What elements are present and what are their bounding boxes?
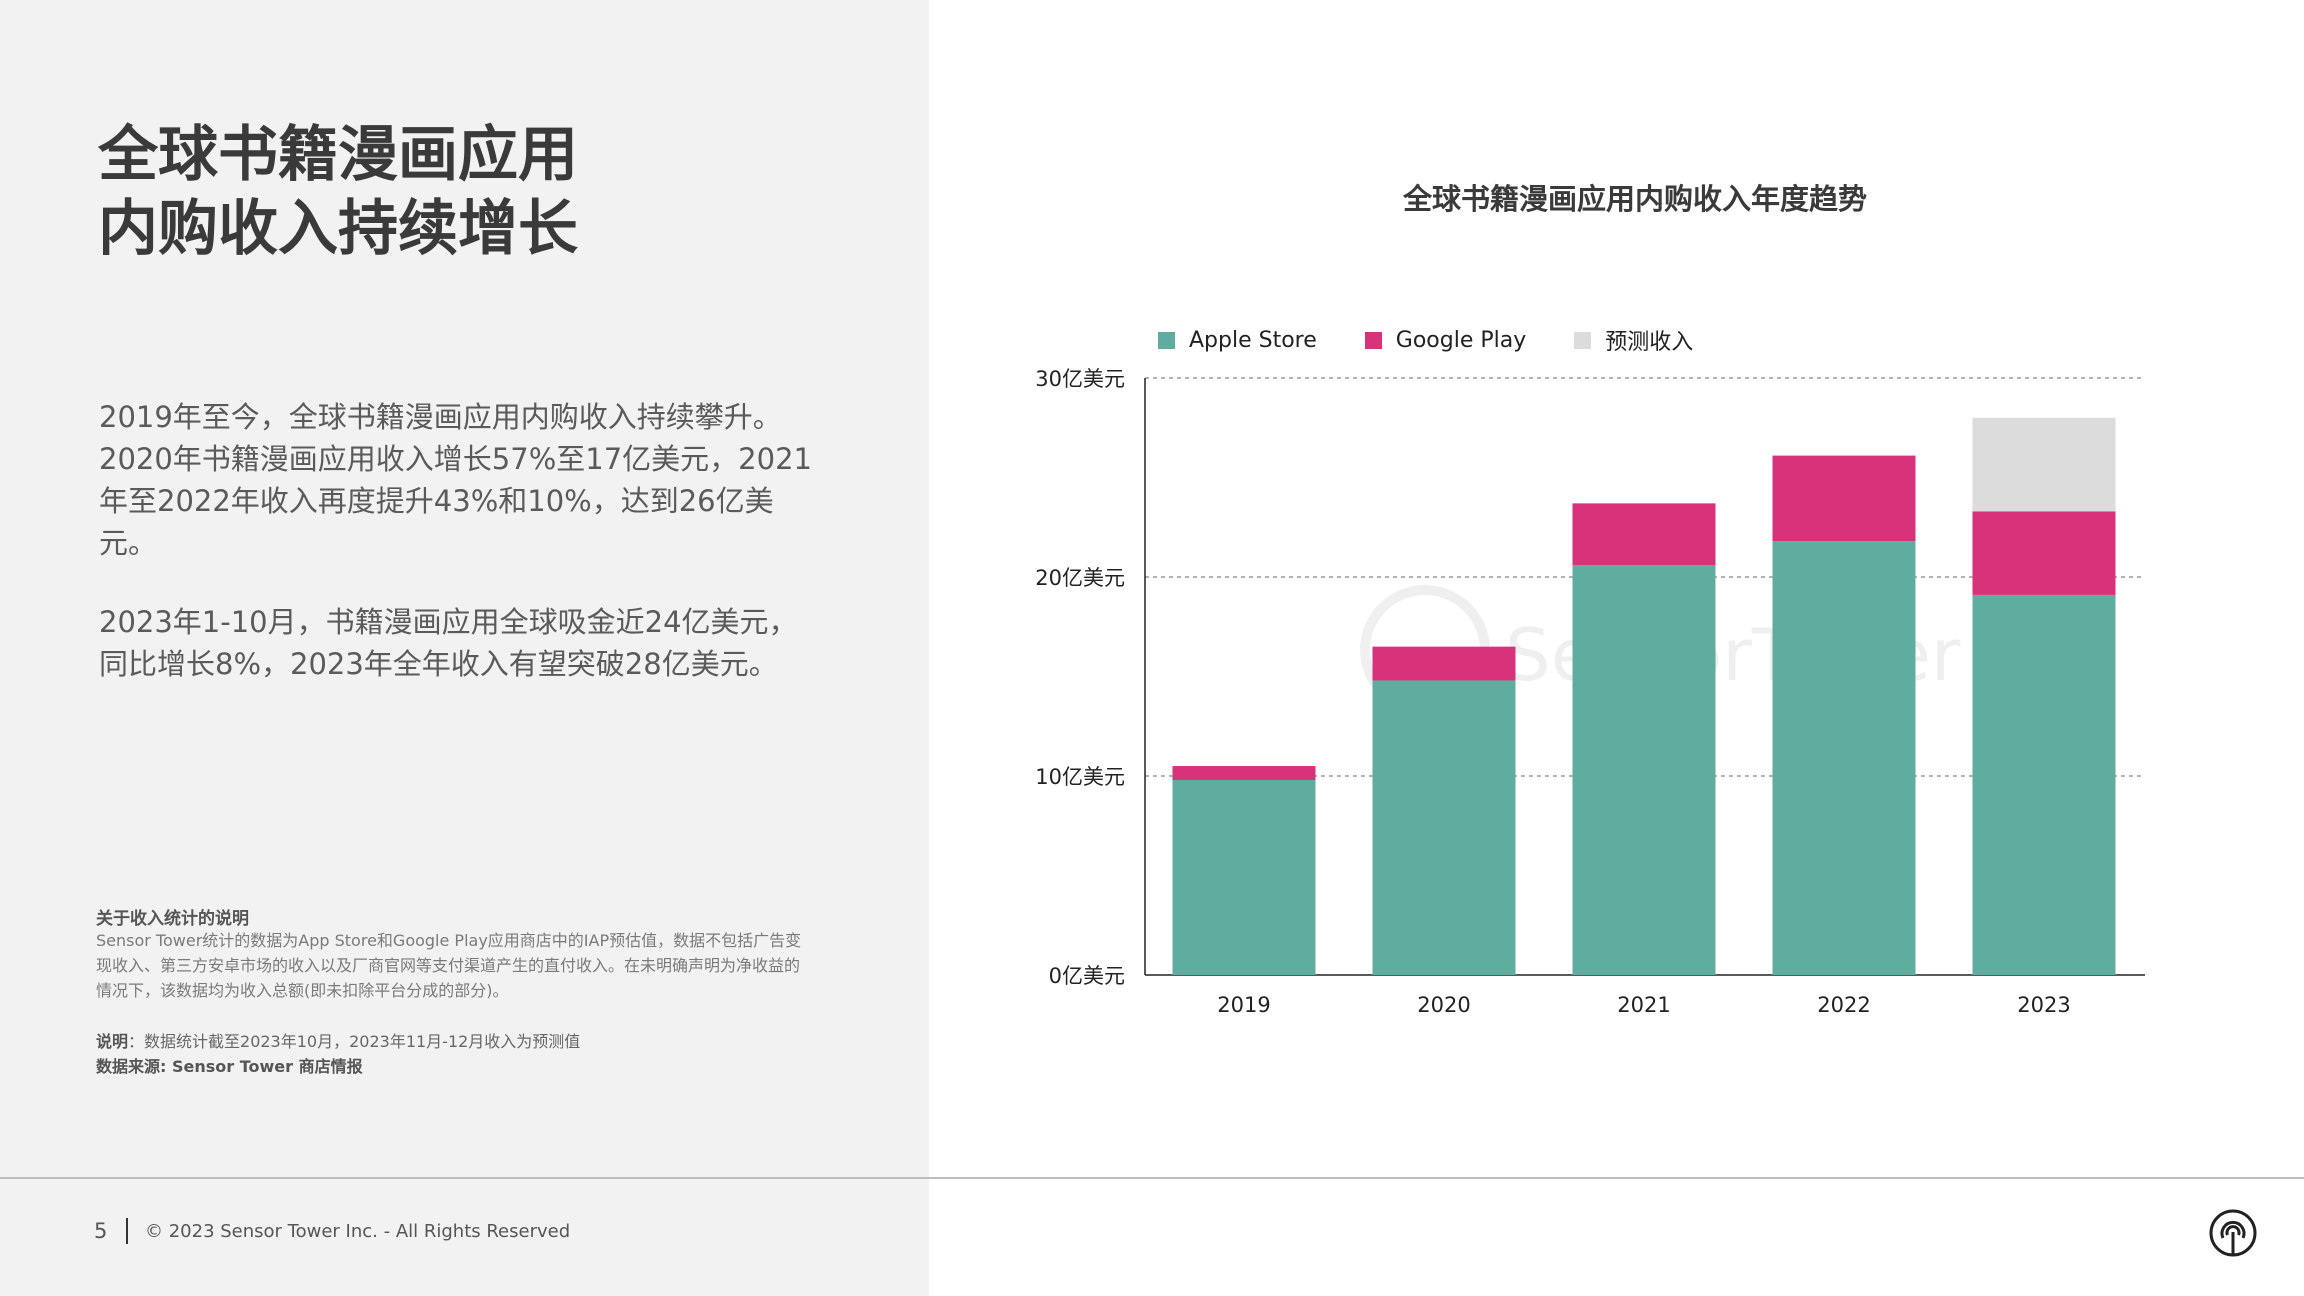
y-tick-label: 20亿美元 bbox=[1035, 566, 1125, 590]
bar-forecast-2023 bbox=[1972, 417, 2116, 512]
legend-swatch-google bbox=[1364, 331, 1382, 349]
legend-label-google: Google Play bbox=[1395, 327, 1527, 353]
bar-google-2019 bbox=[1172, 766, 1316, 780]
left-panel bbox=[0, 0, 929, 1296]
notes-caption-label: 说明 bbox=[96, 1032, 129, 1051]
page-title-line2: 内购收入持续增长 bbox=[98, 194, 578, 264]
legend-swatch-apple bbox=[1158, 331, 1175, 349]
y-tick-label: 10亿美元 bbox=[1035, 765, 1125, 789]
footer-separator bbox=[126, 1218, 128, 1244]
x-tick-label: 2023 bbox=[2017, 993, 2070, 1017]
bar-google-2022 bbox=[1772, 455, 1916, 542]
sensor-tower-logo-icon bbox=[2209, 1209, 2257, 1257]
notes-title: 关于收入统计的说明 bbox=[96, 909, 249, 929]
bar-google-2023 bbox=[1972, 511, 2116, 595]
page-title: 全球书籍漫画应用 内购收入持续增长 bbox=[98, 118, 858, 266]
bar-google-2021 bbox=[1572, 503, 1716, 566]
x-tick-label: 2019 bbox=[1217, 993, 1270, 1017]
legend-item-google: Google Play bbox=[1364, 327, 1527, 353]
page-title-line1: 全球书籍漫画应用 bbox=[98, 120, 578, 190]
y-tick-label: 0亿美元 bbox=[1049, 964, 1125, 988]
data-source: 数据来源: Sensor Tower 商店情报 bbox=[96, 1057, 363, 1076]
summary-paragraph-1: 2019年至今，全球书籍漫画应用内购收入持续攀升。2020年书籍漫画应用收入增长… bbox=[99, 400, 812, 560]
page-number: 5 bbox=[94, 1219, 108, 1243]
bar-apple-2020 bbox=[1372, 680, 1516, 975]
copyright-text: © 2023 Sensor Tower Inc. - All Rights Re… bbox=[145, 1221, 571, 1242]
x-tick-label: 2021 bbox=[1617, 993, 1670, 1017]
bar-apple-2019 bbox=[1172, 779, 1316, 975]
summary-paragraph-2: 2023年1-10月，书籍漫画应用全球吸金近24亿美元，同比增长8%，2023年… bbox=[99, 605, 798, 681]
legend-label-apple: Apple Store bbox=[1189, 327, 1317, 353]
notes-caption-text: ：数据统计截至2023年10月，2023年11月-12月收入为预测值 bbox=[128, 1032, 581, 1051]
footer-divider bbox=[0, 1177, 2304, 1179]
chart-title: 全球书籍漫画应用内购收入年度趋势 bbox=[1402, 182, 1867, 216]
bar-apple-2023 bbox=[1972, 594, 2116, 975]
legend-item-apple: Apple Store bbox=[1158, 328, 1317, 353]
legend-label-forecast: 预测收入 bbox=[1605, 330, 1694, 355]
chart-legend: Apple Store Google Play 预测收入 bbox=[1158, 324, 1741, 356]
legend-item-forecast: 预测收入 bbox=[1574, 324, 1693, 356]
x-tick-label: 2022 bbox=[1817, 993, 1870, 1017]
notes-caption: 说明：数据统计截至2023年10月，2023年11月-12月收入为预测值 bbox=[96, 1028, 580, 1052]
y-tick-label: 30亿美元 bbox=[1035, 367, 1125, 391]
bar-google-2020 bbox=[1372, 646, 1516, 681]
notes-body: Sensor Tower统计的数据为App Store和Google Play应… bbox=[96, 931, 802, 1000]
bar-apple-2022 bbox=[1772, 541, 1916, 975]
x-tick-label: 2020 bbox=[1417, 993, 1470, 1017]
legend-swatch-forecast bbox=[1574, 331, 1592, 349]
bar-apple-2021 bbox=[1572, 565, 1716, 975]
